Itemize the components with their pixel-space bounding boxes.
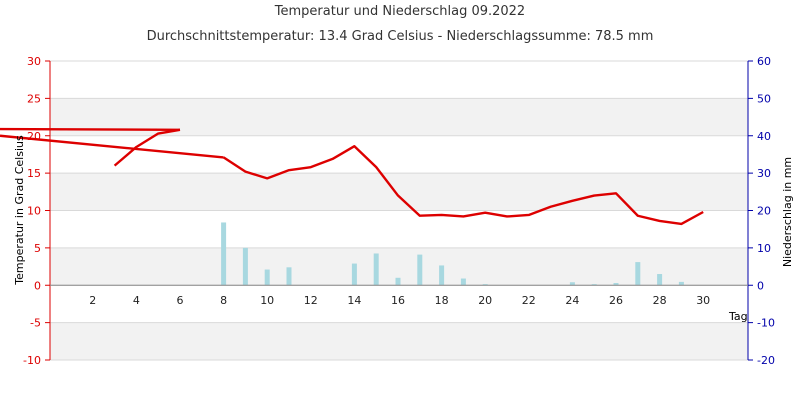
y-tick-label: -10: [23, 354, 41, 367]
y-tick-label: 0: [34, 279, 41, 292]
precipitation-bar: [221, 222, 227, 286]
precipitation-bar: [417, 254, 423, 286]
x-tick-label: 26: [609, 294, 623, 307]
grid-band: [50, 210, 748, 248]
x-tick-label: 20: [478, 294, 492, 307]
x-tick-label: 18: [435, 294, 449, 307]
precipitation-bar: [678, 281, 684, 286]
grid-band: [50, 135, 748, 174]
precipitation-bar: [613, 283, 619, 286]
x-axis-label: Tag: [728, 310, 748, 323]
temperature-lines: [0, 127, 704, 226]
y2-tick-label: 50: [757, 92, 771, 105]
y-tick-label: 20: [27, 130, 41, 143]
precipitation-bar: [373, 253, 379, 286]
chart-title: Temperatur und Niederschlag 09.2022: [274, 4, 526, 19]
y-tick-label: 10: [27, 205, 41, 218]
precipitation-bar: [286, 267, 292, 286]
x-tick-label: 28: [653, 294, 667, 307]
chart-subtitle: Durchschnittstemperatur: 13.4 Grad Celsi…: [146, 29, 654, 44]
x-tick-label: 14: [347, 294, 361, 307]
x-tick-label: 22: [522, 294, 536, 307]
precipitation-bar: [395, 277, 401, 286]
y2-tick-label: 40: [757, 130, 771, 143]
precipitation-bar: [482, 284, 488, 286]
precipitation-bar: [657, 274, 663, 286]
precipitation-bar: [635, 262, 641, 286]
precipitation-bar: [569, 282, 575, 286]
grid-band: [50, 322, 748, 360]
y2-tick-label: 0: [757, 279, 764, 292]
grid-band: [50, 173, 748, 211]
grid-band: [50, 61, 748, 99]
x-tick-label: 24: [565, 294, 579, 307]
precipitation-bar: [351, 263, 357, 286]
y-tick-label: 5: [34, 242, 41, 255]
temperature-line-segment: [0, 127, 181, 131]
y-axis-label: Temperatur in Grad Celsius: [13, 135, 26, 286]
y-tick-label: 15: [27, 167, 41, 180]
precipitation-bar: [460, 278, 466, 286]
y-tick-label: 30: [27, 55, 41, 68]
precipitation-bar: [591, 284, 597, 286]
x-tick-label: 12: [304, 294, 318, 307]
y2-tick-label: 60: [757, 55, 771, 68]
grid-band: [50, 285, 748, 323]
background-bands: [50, 60, 748, 361]
temperature-series-line: [222, 145, 704, 226]
precipitation-bar: [264, 269, 270, 286]
y2-tick-label: 30: [757, 167, 771, 180]
y2-tick-label: -10: [757, 317, 775, 330]
precipitation-bars: [221, 222, 684, 286]
x-tick-label: 16: [391, 294, 405, 307]
x-tick-label: 10: [260, 294, 274, 307]
x-tick-label: 4: [133, 294, 140, 307]
x-tick-label: 6: [177, 294, 184, 307]
y2-tick-label: 20: [757, 205, 771, 218]
y-tick-label: -5: [30, 317, 41, 330]
temperature-line-segment: [0, 134, 224, 159]
precipitation-bar: [242, 247, 248, 286]
x-tick-label: 30: [696, 294, 710, 307]
temperature-series-line: [113, 128, 181, 167]
y2-axis-label: Niederschlag in mm: [781, 157, 794, 267]
precipitation-bar: [439, 265, 445, 286]
y2-tick-label: 10: [757, 242, 771, 255]
y-tick-label: 25: [27, 92, 41, 105]
y2-tick-label: -20: [757, 354, 775, 367]
x-tick-label: 2: [89, 294, 96, 307]
x-tick-label: 8: [220, 294, 227, 307]
